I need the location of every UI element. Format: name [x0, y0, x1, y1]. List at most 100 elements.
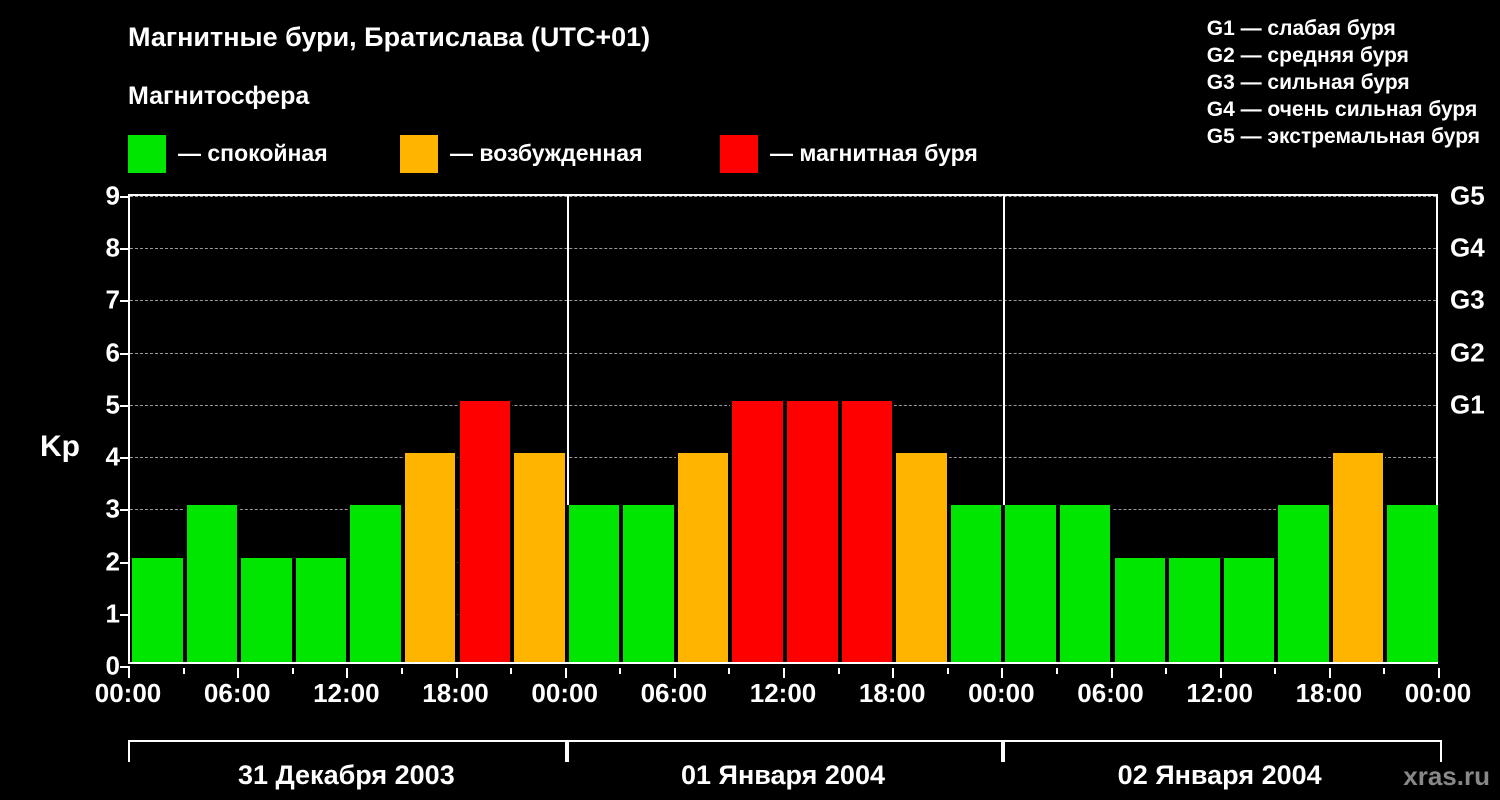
y-tick-label-8: 8: [106, 233, 120, 264]
x-tick-label-day1-3: 18:00: [422, 678, 489, 709]
kp-bar-day2-slot6[interactable]: [840, 401, 895, 662]
x-tick-label-day3-1: 06:00: [1077, 678, 1144, 709]
chart-subtitle: Магнитосфера: [128, 82, 309, 111]
kp-bar-day3-slot7[interactable]: [1331, 453, 1386, 662]
day-brace-3: [1001, 740, 1442, 762]
y-tick-mark-5: [120, 405, 130, 407]
x-tick-mark-day2-3: [892, 668, 894, 678]
legend-label-calm: — спокойная: [178, 140, 328, 167]
kp-bar-day1-slot5[interactable]: [348, 505, 403, 662]
g-scale-legend: G1 — слабая буря G2 — средняя буря G3 — …: [1207, 15, 1480, 150]
gridline-9: [130, 196, 1436, 197]
x-tick-mark-day1-0: [128, 668, 130, 678]
x-tick-label-day3-2: 12:00: [1186, 678, 1253, 709]
y-tick-label-3: 3: [106, 494, 120, 525]
y-tick-label-5: 5: [106, 389, 120, 420]
kp-bar-day2-slot1[interactable]: [567, 505, 622, 662]
x-minor-tick-day1-5: [401, 668, 403, 674]
kp-bar-day1-slot1[interactable]: [130, 558, 185, 662]
chart-title: Магнитные бури, Братислава (UTC+01): [128, 22, 650, 53]
y-tick-mark-6: [120, 353, 130, 355]
x-tick-mark-day2-0: [565, 668, 567, 678]
kp-bar-day1-slot2[interactable]: [185, 505, 240, 662]
x-tick-label-day3-3: 18:00: [1296, 678, 1363, 709]
watermark-text: xras.ru: [1403, 761, 1490, 792]
y-tick-label-0: 0: [106, 651, 120, 682]
x-tick-label-day2-2: 12:00: [750, 678, 817, 709]
legend-label-excited: — возбужденная: [450, 140, 643, 167]
x-tick-mark-day1-3: [456, 668, 458, 678]
kp-bar-day3-slot5[interactable]: [1222, 558, 1277, 662]
y-tick-label-7: 7: [106, 285, 120, 316]
x-minor-tick-day1-1: [183, 668, 185, 674]
kp-bar-day3-slot3[interactable]: [1113, 558, 1168, 662]
y-tick-mark-4: [120, 457, 130, 459]
gridline-8: [130, 248, 1436, 249]
x-tick-label-day1-0: 00:00: [95, 678, 162, 709]
x-tick-mark-day3-0: [1001, 668, 1003, 678]
x-tick-label-day1-2: 12:00: [313, 678, 380, 709]
x-tick-mark-day3-2: [1220, 668, 1222, 678]
x-tick-mark-day3-1: [1111, 668, 1113, 678]
kp-bar-day3-slot2[interactable]: [1058, 505, 1113, 662]
y-tick-mark-2: [120, 562, 130, 564]
kp-bar-day3-slot1[interactable]: [1003, 505, 1058, 662]
kp-bar-day2-slot7[interactable]: [894, 453, 949, 662]
y-tick-mark-1: [120, 614, 130, 616]
kp-bar-day2-slot5[interactable]: [785, 401, 840, 662]
legend-swatch-storm: [720, 135, 758, 173]
kp-bar-day3-slot8[interactable]: [1385, 505, 1440, 662]
gridline-6: [130, 353, 1436, 354]
y-tick-label-9: 9: [106, 181, 120, 212]
kp-bar-day3-slot4[interactable]: [1167, 558, 1222, 662]
kp-bar-day1-slot6[interactable]: [403, 453, 458, 662]
x-tick-label-day2-0: 00:00: [531, 678, 598, 709]
chart-root: Магнитные бури, Братислава (UTC+01) Магн…: [0, 0, 1500, 800]
legend-swatch-calm: [128, 135, 166, 173]
day-label-1: 31 Декабря 2003: [238, 760, 455, 791]
x-tick-label-day1-1: 06:00: [204, 678, 271, 709]
x-minor-tick-day1-7: [510, 668, 512, 674]
kp-bar-day2-slot3[interactable]: [676, 453, 731, 662]
kp-bar-day3-slot6[interactable]: [1276, 505, 1331, 662]
y-tick-mark-9: [120, 196, 130, 198]
y-tick-label-1: 1: [106, 598, 120, 629]
kp-bar-day1-slot8[interactable]: [512, 453, 567, 662]
y-axis-title: Kp: [40, 430, 80, 464]
x-minor-tick-day2-3: [728, 668, 730, 674]
kp-bar-day1-slot7[interactable]: [458, 401, 513, 662]
g-scale-label-G3: G3: [1450, 285, 1485, 316]
y-tick-label-2: 2: [106, 546, 120, 577]
kp-bar-day1-slot4[interactable]: [294, 558, 349, 662]
x-tick-mark-final: [1438, 668, 1440, 678]
x-minor-tick-day2-7: [947, 668, 949, 674]
x-tick-label-day2-3: 18:00: [859, 678, 926, 709]
legend-swatch-excited: [400, 135, 438, 173]
x-minor-tick-day3-1: [1056, 668, 1058, 674]
y-tick-mark-7: [120, 300, 130, 302]
gridline-7: [130, 300, 1436, 301]
y-tick-mark-3: [120, 509, 130, 511]
x-tick-mark-day1-2: [346, 668, 348, 678]
g-scale-label-G1: G1: [1450, 389, 1485, 420]
legend-label-storm: — магнитная буря: [770, 140, 978, 167]
y-tick-mark-8: [120, 248, 130, 250]
x-axis-row: 00:00 06:00 12:00 18:00 00:00 06:00 12:00 18:00…: [128, 678, 1438, 718]
g-scale-label-G2: G2: [1450, 337, 1485, 368]
kp-bar-day2-slot4[interactable]: [730, 401, 785, 662]
kp-bar-day2-slot8[interactable]: [949, 505, 1004, 662]
g-scale-label-G4: G4: [1450, 233, 1485, 264]
kp-bar-day2-slot2[interactable]: [621, 505, 676, 662]
x-tick-mark-day2-2: [783, 668, 785, 678]
kp-bar-day1-slot3[interactable]: [239, 558, 294, 662]
day-label-3: 02 Января 2004: [1118, 760, 1322, 791]
x-tick-label-final: 00:00: [1405, 678, 1472, 709]
y-tick-label-6: 6: [106, 337, 120, 368]
x-tick-mark-day2-1: [674, 668, 676, 678]
x-tick-mark-day1-1: [237, 668, 239, 678]
day-label-2: 01 Января 2004: [681, 760, 885, 791]
plot-area: 0 1 2 3 4 5 6 7 8 9 G1 G2 G3 G4 G5: [128, 194, 1438, 664]
x-tick-label-day2-1: 06:00: [641, 678, 708, 709]
x-tick-label-day3-0: 00:00: [968, 678, 1035, 709]
day-brace-2: [565, 740, 1006, 762]
